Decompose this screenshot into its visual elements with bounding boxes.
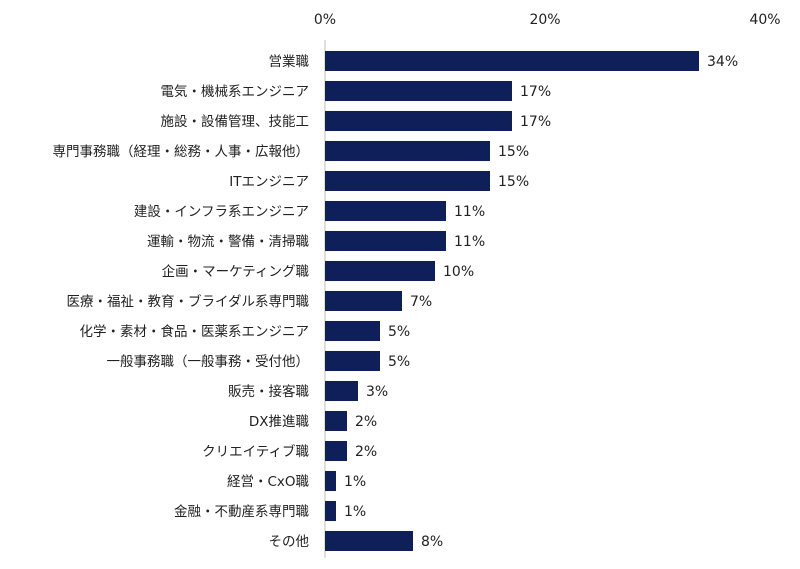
- bar: [325, 171, 490, 191]
- bar: [325, 111, 512, 131]
- bar: [325, 81, 512, 101]
- bar: [325, 471, 336, 491]
- category-label: その他: [269, 534, 310, 550]
- category-label: ITエンジニア: [229, 174, 309, 190]
- bar: [325, 501, 336, 521]
- x-tick-label-0: 0%: [314, 12, 336, 28]
- bar: [325, 381, 358, 401]
- bar: [325, 201, 446, 221]
- category-label: 医療・福祉・教育・ブライダル系専門職: [67, 293, 310, 310]
- category-label: 建設・インフラ系エンジニア: [134, 204, 309, 220]
- value-label: 8%: [421, 534, 443, 550]
- category-label: 一般事務職（一般事務・受付他）: [107, 354, 310, 370]
- x-axis-ticks: 0% 20% 40%: [314, 12, 781, 28]
- category-label: 経営・CxO職: [227, 474, 310, 490]
- value-labels: 34%17%17%15%15%11%11%10%7%5%5%3%2%2%1%1%…: [344, 54, 738, 550]
- value-label: 15%: [498, 144, 529, 160]
- value-label: 17%: [520, 84, 551, 100]
- category-label: DX推進職: [249, 414, 310, 430]
- bar: [325, 291, 402, 311]
- x-tick-label-1: 20%: [529, 12, 560, 28]
- category-label: 施設・設備管理、技能工: [161, 114, 310, 130]
- bar: [325, 351, 380, 371]
- category-label: クリエイティブ職: [202, 443, 309, 460]
- bar: [325, 531, 413, 551]
- bar: [325, 321, 380, 341]
- category-label: 化学・素材・食品・医薬系エンジニア: [80, 323, 310, 340]
- category-label: 運輸・物流・警備・清掃職: [147, 233, 309, 250]
- value-label: 2%: [355, 444, 377, 460]
- value-label: 1%: [344, 474, 366, 490]
- bar: [325, 441, 347, 461]
- value-label: 34%: [707, 54, 738, 70]
- value-label: 5%: [388, 324, 410, 340]
- bar: [325, 51, 699, 71]
- bar: [325, 141, 490, 161]
- category-label: 金融・不動産系専門職: [174, 504, 309, 520]
- category-label: 電気・機械系エンジニア: [161, 84, 310, 100]
- x-tick-label-2: 40%: [749, 12, 780, 28]
- value-label: 7%: [410, 294, 432, 310]
- value-label: 15%: [498, 174, 529, 190]
- value-label: 5%: [388, 354, 410, 370]
- category-label: 専門事務職（経理・総務・人事・広報他）: [53, 144, 310, 160]
- bar: [325, 261, 435, 281]
- value-label: 10%: [443, 264, 474, 280]
- category-label: 企画・マーケティング職: [162, 263, 310, 280]
- category-labels: 営業職電気・機械系エンジニア施設・設備管理、技能工専門事務職（経理・総務・人事・…: [53, 54, 310, 550]
- value-label: 11%: [454, 234, 485, 250]
- category-label: 販売・接客職: [228, 383, 309, 400]
- category-label: 営業職: [269, 54, 310, 70]
- value-label: 2%: [355, 414, 377, 430]
- bar: [325, 411, 347, 431]
- bar: [325, 231, 446, 251]
- value-label: 17%: [520, 114, 551, 130]
- bars: [325, 51, 699, 551]
- value-label: 1%: [344, 504, 366, 520]
- value-label: 3%: [366, 384, 388, 400]
- value-label: 11%: [454, 204, 485, 220]
